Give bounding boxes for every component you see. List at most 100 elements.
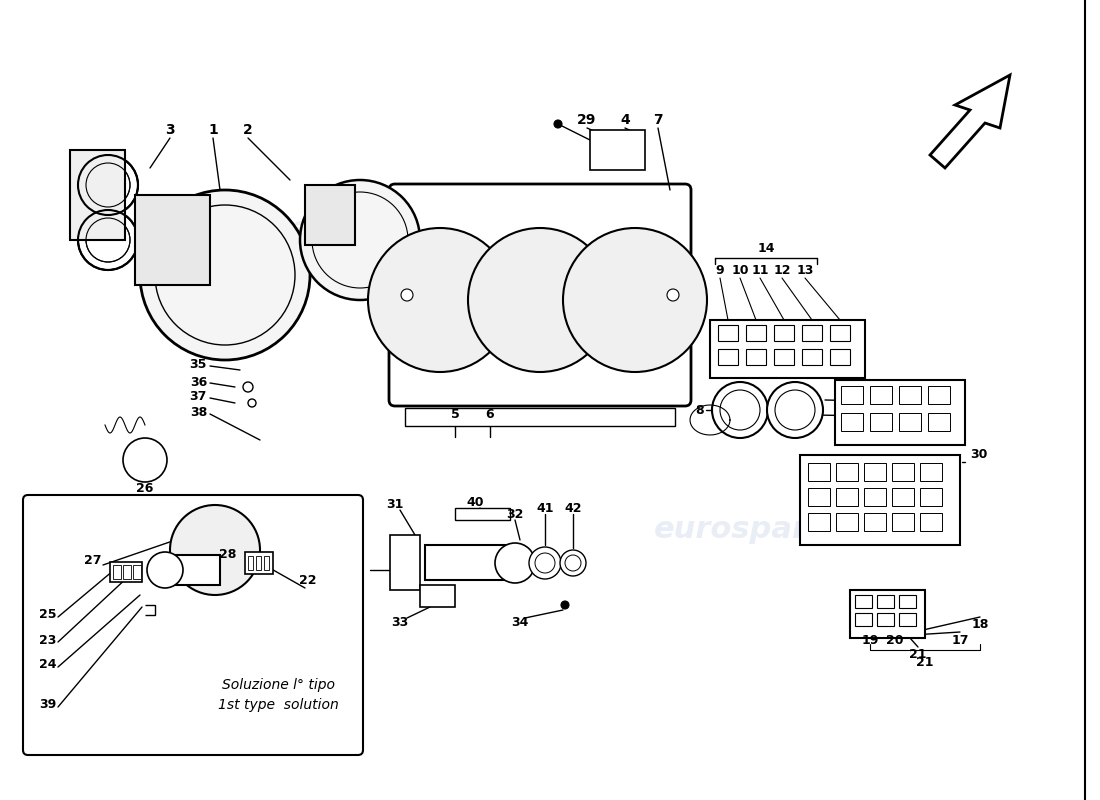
Text: 34: 34: [512, 615, 529, 629]
Text: 28: 28: [219, 549, 236, 562]
Text: 15: 15: [870, 394, 888, 406]
Bar: [802, 349, 822, 365]
Bar: [892, 488, 914, 506]
Text: 18: 18: [971, 618, 989, 631]
Bar: [850, 590, 925, 638]
Bar: [836, 488, 858, 506]
Bar: [165, 555, 220, 585]
Bar: [800, 455, 960, 545]
Circle shape: [402, 289, 412, 301]
Bar: [133, 565, 141, 579]
Bar: [710, 320, 865, 378]
Bar: [836, 513, 858, 531]
Circle shape: [300, 180, 420, 300]
Text: 23: 23: [39, 634, 56, 646]
Bar: [864, 463, 886, 481]
Text: 22: 22: [299, 574, 317, 586]
Bar: [264, 556, 270, 570]
Bar: [590, 130, 645, 170]
Bar: [920, 513, 942, 531]
Bar: [928, 413, 950, 431]
Circle shape: [667, 289, 679, 301]
Circle shape: [468, 228, 612, 372]
Bar: [746, 349, 766, 365]
Bar: [802, 325, 822, 341]
FancyBboxPatch shape: [23, 495, 363, 755]
Circle shape: [78, 155, 138, 215]
Text: 29: 29: [578, 113, 596, 127]
Circle shape: [86, 218, 130, 262]
Text: 21: 21: [916, 655, 934, 669]
Text: 38: 38: [189, 406, 207, 419]
Text: 32: 32: [506, 509, 524, 522]
Bar: [718, 325, 738, 341]
Circle shape: [554, 120, 562, 128]
Polygon shape: [930, 75, 1010, 168]
Bar: [899, 595, 916, 608]
Circle shape: [170, 505, 260, 595]
Bar: [842, 386, 864, 404]
Bar: [746, 325, 766, 341]
Text: 36: 36: [189, 375, 207, 389]
Bar: [855, 613, 872, 626]
Bar: [855, 595, 872, 608]
Circle shape: [248, 399, 256, 407]
Text: eurospares: eurospares: [174, 215, 366, 245]
Text: 42: 42: [564, 502, 582, 514]
Circle shape: [560, 550, 586, 576]
Text: 8: 8: [695, 403, 704, 417]
Bar: [774, 325, 794, 341]
Text: Soluzione l° tipo: Soluzione l° tipo: [221, 678, 334, 692]
Circle shape: [147, 552, 183, 588]
Bar: [864, 513, 886, 531]
Bar: [835, 380, 965, 445]
Text: 9: 9: [716, 263, 724, 277]
Text: 13: 13: [796, 263, 814, 277]
Circle shape: [243, 382, 253, 392]
Bar: [899, 613, 916, 626]
Bar: [808, 463, 830, 481]
Circle shape: [767, 382, 823, 438]
Text: 39: 39: [39, 698, 56, 711]
Bar: [920, 463, 942, 481]
Circle shape: [78, 210, 138, 270]
Bar: [113, 565, 121, 579]
Text: 1: 1: [208, 123, 218, 137]
Bar: [305, 185, 355, 245]
Bar: [877, 595, 894, 608]
Bar: [390, 535, 420, 590]
Bar: [245, 552, 273, 574]
Circle shape: [86, 163, 130, 207]
Text: 24: 24: [39, 658, 56, 671]
Circle shape: [123, 438, 167, 482]
Text: 30: 30: [970, 449, 988, 462]
Text: 26: 26: [136, 482, 154, 494]
Bar: [928, 386, 950, 404]
Text: 31: 31: [386, 498, 404, 511]
Bar: [877, 613, 894, 626]
Text: 16: 16: [870, 409, 888, 422]
Circle shape: [368, 228, 512, 372]
Bar: [864, 488, 886, 506]
Bar: [420, 585, 455, 607]
Text: 20: 20: [887, 634, 904, 646]
Text: 2: 2: [243, 123, 253, 137]
Bar: [899, 413, 921, 431]
Circle shape: [712, 382, 768, 438]
Circle shape: [529, 547, 561, 579]
Bar: [808, 488, 830, 506]
Bar: [899, 386, 921, 404]
Text: 19: 19: [861, 634, 879, 646]
Bar: [70, 150, 125, 240]
Bar: [830, 325, 850, 341]
Bar: [870, 386, 892, 404]
Bar: [135, 195, 210, 285]
Bar: [892, 513, 914, 531]
Bar: [892, 463, 914, 481]
Text: 14: 14: [757, 242, 774, 254]
Text: 6: 6: [486, 409, 494, 422]
Text: 17: 17: [952, 634, 969, 646]
Text: 3: 3: [165, 123, 175, 137]
Text: 10: 10: [732, 263, 749, 277]
Text: 40: 40: [466, 495, 484, 509]
